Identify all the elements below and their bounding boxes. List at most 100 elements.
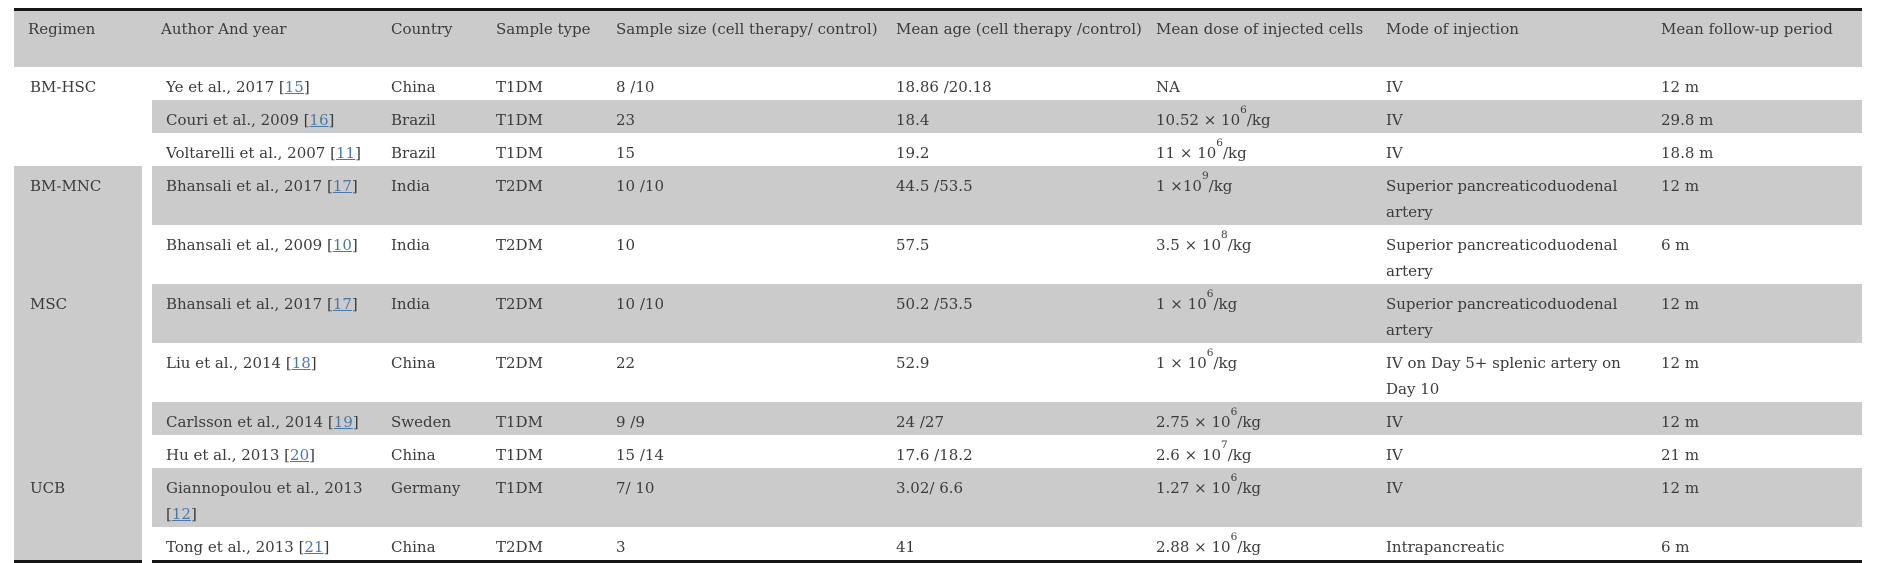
column-header-country: Country (377, 9, 482, 67)
mode-cell: IV on Day 5+ splenic artery on Day 10 (1386, 353, 1621, 398)
mean-age-cell: 18.86 /20.18 (896, 77, 992, 96)
author-text: Couri et al., 2009 (166, 110, 299, 129)
dose-cell: 3.5 × 108/kg (1142, 225, 1372, 284)
mode-cell: Superior pancreaticoduodenal artery (1386, 235, 1618, 280)
follow-up-cell: 18.8 m (1661, 143, 1714, 162)
country-cell: Germany (377, 467, 482, 527)
citation-link[interactable]: 16 (309, 110, 329, 129)
follow-up-cell: 21 m (1661, 445, 1700, 464)
dose-base: 3.5 × 10 (1156, 235, 1222, 254)
country-cell: India (391, 235, 430, 254)
follow-up-cell: 12 m (1661, 353, 1700, 372)
regimen-cell: MSC (14, 283, 147, 468)
citation-link[interactable]: 19 (333, 412, 353, 431)
sample-type-cell: T2DM (496, 537, 543, 556)
follow-up-cell: 12 m (1647, 467, 1862, 527)
column-header-mean-age: Mean age (cell therapy /control) (882, 9, 1142, 67)
dose-base: 2.75 × 10 (1156, 412, 1231, 431)
mode-cell: Superior pancreaticoduodenal artery (1372, 165, 1647, 225)
table-row: Liu et al., 2014 [18] China T2DM 22 52.9 1 × … (14, 342, 1862, 402)
table-row: MSC Bhansali et al., 2017 [17] India T2DM 10… (14, 283, 1862, 468)
author-text: Hu et al., 2013 (166, 445, 280, 464)
table-row: Hu et al., 2013 [20] China T1DM 15 /14 17.6 … (14, 434, 1862, 468)
dose-exponent: 6 (1206, 287, 1214, 300)
sample-type-cell: T2DM (482, 283, 602, 343)
citation-link[interactable]: 17 (332, 294, 352, 313)
author-text: Bhansali et al., 2009 (166, 235, 323, 254)
sample-type-cell: T1DM (482, 99, 602, 133)
column-header-regimen: Regimen (14, 9, 147, 67)
country-cell: China (391, 537, 436, 556)
dose-base: 2.88 × 10 (1156, 537, 1231, 556)
dose-exponent: 7 (1221, 438, 1228, 451)
citation-link[interactable]: 12 (171, 504, 191, 523)
citation-link[interactable]: 17 (332, 176, 352, 195)
citation-link[interactable]: 15 (284, 77, 304, 96)
dose-cell: 1 × 106/kg (1142, 343, 1372, 402)
mean-age-cell: 52.9 (896, 353, 930, 372)
citation-link[interactable]: 11 (335, 143, 356, 162)
citation-link[interactable]: 20 (290, 445, 310, 464)
dose-base: 1 × 10 (1156, 353, 1207, 372)
table-row: Bhansali et al., 2009 [10] India T2DM 10 57.… (14, 224, 1862, 284)
sample-size-cell: 3 (616, 537, 626, 556)
citation-link[interactable]: 18 (291, 353, 311, 372)
dose-unit: /kg (1213, 353, 1238, 372)
regimen-cell: BM-MNC (14, 165, 147, 284)
table-row: Tong et al., 2013 [21] China T2DM 3 41 2.88 ×… (14, 526, 1862, 561)
mean-age-cell: 19.2 (896, 143, 930, 162)
sample-size-cell: 10 (616, 235, 636, 254)
country-cell: India (377, 165, 482, 225)
author-cell: Couri et al., 2009 [16] (142, 99, 377, 133)
country-cell: Brazil (391, 143, 436, 162)
mean-age-cell: 17.6 /18.2 (896, 445, 973, 464)
citation-link[interactable]: 10 (332, 235, 352, 254)
sample-type-cell: T1DM (496, 445, 543, 464)
mode-cell: Intrapancreatic (1386, 537, 1505, 556)
follow-up-cell: 12 m (1647, 283, 1862, 343)
table-row: Couri et al., 2009 [16] Brazil T1DM 23 18.4 1… (14, 99, 1862, 133)
author-text: Voltarelli et al., 2007 (166, 143, 326, 162)
dose-cell: 2.75 × 106/kg (1142, 401, 1372, 435)
sample-size-cell: 8 /10 (616, 77, 655, 96)
mode-cell: IV (1372, 467, 1647, 527)
dose-exponent: 6 (1216, 136, 1223, 149)
author-cell: Giannopoulou et al., 2013 [12] (142, 467, 377, 527)
dose-exponent: 9 (1201, 169, 1209, 182)
dose-exponent: 6 (1240, 103, 1247, 116)
dose-cell: 2.6 × 107/kg (1142, 435, 1372, 468)
mode-cell: IV (1386, 143, 1403, 162)
table-row: Carlsson et al., 2014 [19] Sweden T1DM 9 /9… (14, 401, 1862, 435)
author-cell: Liu et al., 2014 [18] (142, 342, 377, 402)
sample-type-cell: T1DM (482, 467, 602, 527)
sample-size-cell: 23 (602, 99, 882, 133)
table-row: Voltarelli et al., 2007 [11] Brazil T1DM 15… (14, 132, 1862, 166)
mean-age-cell: 50.2 /53.5 (882, 283, 1142, 343)
table-row: UCB Giannopoulou et al., 2013 [12] Germany… (14, 467, 1862, 561)
column-header-sample-type: Sample type (482, 9, 602, 67)
mode-cell: IV (1386, 77, 1403, 96)
citation-link[interactable]: 21 (304, 537, 324, 556)
dose-unit: /kg (1208, 176, 1233, 195)
dose-exponent: 6 (1230, 405, 1238, 418)
dose-base: 2.6 × 10 (1156, 445, 1222, 464)
mean-age-cell: 57.5 (896, 235, 930, 254)
author-text: Carlsson et al., 2014 (166, 412, 324, 431)
sample-type-cell: T1DM (496, 77, 543, 96)
sample-type-cell: T2DM (482, 165, 602, 225)
author-cell: Hu et al., 2013 [20] (142, 434, 377, 468)
follow-up-cell: 6 m (1661, 537, 1690, 556)
column-header-author: Author And year (147, 9, 377, 67)
sample-type-cell: T2DM (496, 353, 543, 372)
dose-base: 11 × 10 (1156, 143, 1217, 162)
country-cell: China (391, 445, 436, 464)
sample-size-cell: 10 /10 (602, 165, 882, 225)
author-text: Bhansali et al., 2017 (166, 294, 323, 313)
dose-cell: 1 ×109/kg (1142, 165, 1372, 225)
dose-cell: 11 × 106/kg (1142, 133, 1372, 166)
regimen-cell: BM-HSC (14, 66, 147, 166)
dose-unit: /kg (1237, 412, 1262, 431)
country-cell: Brazil (377, 99, 482, 133)
sample-size-cell: 15 (616, 143, 636, 162)
author-text: Liu et al., 2014 (166, 353, 282, 372)
